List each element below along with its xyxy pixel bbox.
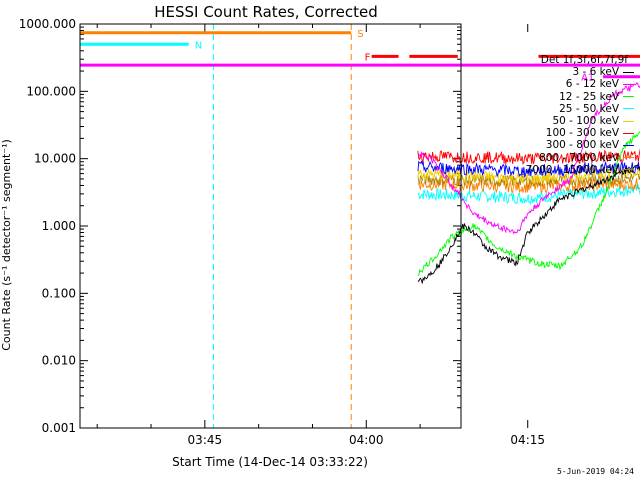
y-tick-label: 1000.000: [19, 17, 76, 31]
series-line: [417, 82, 640, 235]
flag-label-s: S: [357, 29, 363, 40]
legend-swatch: [623, 96, 634, 98]
y-tick-label: 0.010: [42, 354, 76, 368]
x-axis-label: Start Time (14-Dec-14 03:33:22): [172, 455, 368, 469]
x-tick-label: 03:45: [188, 433, 223, 447]
legend-entry: 3 - 6 keV: [480, 66, 636, 78]
y-tick-label: 0.100: [42, 286, 76, 300]
legend-entry: 12 - 25 keV: [480, 91, 636, 103]
legend-swatch: [623, 169, 634, 171]
legend-swatch: [623, 108, 634, 110]
legend-swatch: [623, 145, 634, 147]
legend-swatch: [623, 71, 634, 73]
y-tick-label: 0.001: [42, 421, 76, 435]
x-tick-label: 04:00: [349, 433, 384, 447]
series-line: [417, 165, 640, 185]
legend-label: 12 - 25 keV: [559, 90, 619, 103]
legend: Det 1f,3f,6f,7f,9f 3 - 6 keV 6 - 12 keV 12…: [480, 54, 636, 176]
flag-label-f: F: [365, 52, 371, 63]
legend-entry: 7000 - 15000 keV: [480, 164, 636, 176]
legend-label: 25 - 50 keV: [559, 102, 619, 115]
legend-label: 3 - 6 keV: [572, 66, 619, 79]
timestamp: 5-Jun-2019 04:24: [556, 467, 634, 476]
series-line: [417, 160, 640, 179]
series-line: [417, 172, 640, 189]
series-line: [417, 182, 640, 206]
series-line: [417, 164, 640, 284]
legend-label: 800 - 7000 keV: [539, 151, 619, 164]
legend-entry: 50 - 100 keV: [480, 115, 636, 127]
x-tick-label: 04:15: [510, 433, 545, 447]
legend-entry: 300 - 800 keV: [480, 139, 636, 151]
y-tick-label: 1.000: [42, 219, 76, 233]
series-line: [417, 148, 640, 165]
legend-label: 300 - 800 keV: [545, 139, 619, 152]
legend-entry: 6 - 12 keV: [480, 78, 636, 90]
chart-title: HESSI Count Rates, Corrected: [154, 3, 378, 21]
y-tick-label: 10.000: [34, 152, 76, 166]
legend-swatch: [623, 157, 634, 159]
legend-entry: 100 - 300 keV: [480, 127, 636, 139]
legend-label: 50 - 100 keV: [552, 115, 619, 128]
legend-swatch: [623, 132, 634, 134]
series-line: [417, 130, 640, 276]
legend-entry: 800 - 7000 keV: [480, 152, 636, 164]
plot-frame: [79, 23, 462, 429]
legend-label: 100 - 300 keV: [545, 127, 619, 140]
vertical-markers: [212, 24, 352, 428]
legend-swatch: [623, 120, 634, 122]
series-line: [417, 177, 640, 194]
legend-label: 6 - 12 keV: [565, 78, 619, 91]
legend-swatch: [623, 84, 634, 85]
legend-entry: 25 - 50 keV: [480, 103, 636, 115]
flag-bars: SNFAQA1: [80, 29, 640, 84]
y-tick-label: 100.000: [26, 84, 76, 98]
legend-label: 7000 - 15000 keV: [525, 163, 619, 176]
y-axis-label: Count Rate (s⁻¹ detector⁻¹ segment⁻¹): [0, 139, 13, 351]
flag-label-a1: A1: [581, 73, 594, 84]
flag-label-n: N: [195, 40, 202, 51]
series-lines: [417, 82, 640, 284]
legend-title: Det 1f,3f,6f,7f,9f: [540, 54, 628, 66]
